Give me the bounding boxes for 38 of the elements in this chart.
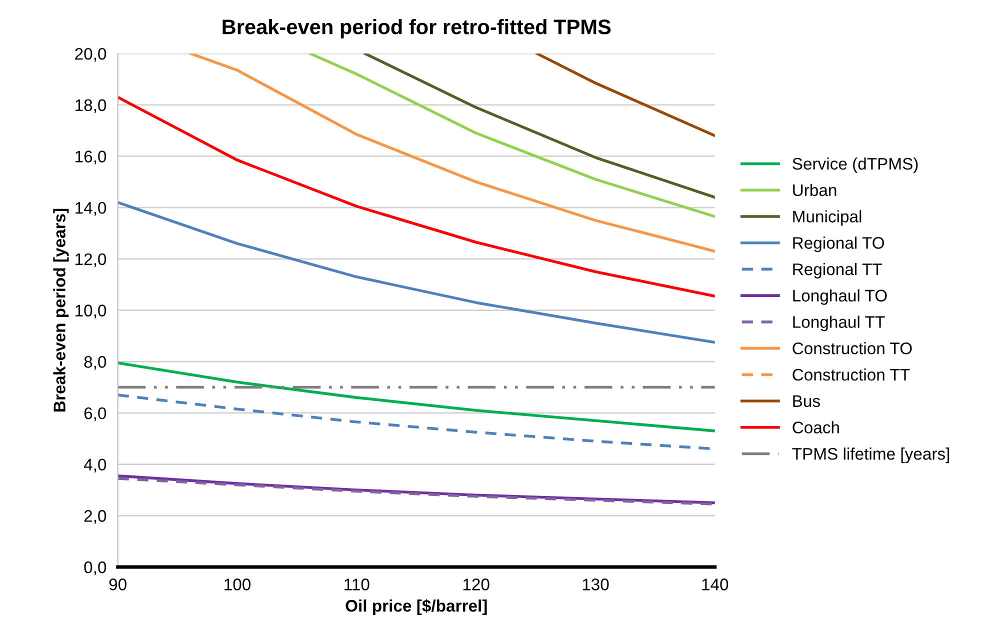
legend-label: Longhaul TO (793, 289, 887, 305)
line-series (118, 201, 715, 344)
legend-label: Service (dTPMS) (792, 157, 918, 173)
y-tick-label: 16,0 (76, 150, 106, 164)
legend-label: TPMS lifetime [years] (792, 448, 950, 464)
line-series (118, 96, 715, 298)
x-tick-label: 130 (582, 578, 609, 590)
legend-label: Construction TO (792, 342, 912, 354)
y-tick-label: 12,0 (76, 253, 106, 268)
legend-label: Coach (792, 421, 839, 434)
x-tick-label: 120 (463, 578, 490, 590)
line-series (364, 54, 715, 199)
line-series (118, 362, 715, 432)
x-tick-label: 90 (109, 578, 126, 590)
legend-label: Longhaul TT (793, 316, 885, 332)
y-tick-label: 6,0 (84, 407, 106, 422)
x-tick-label: 110 (344, 578, 370, 590)
y-tick-label: 4,0 (84, 458, 106, 472)
legend-label: Municipal (793, 210, 862, 226)
x-axis-title: Oil price [$/barrel] (346, 599, 487, 616)
y-tick-label: 20,0 (75, 48, 106, 62)
x-tick-label: 140 (702, 578, 728, 590)
y-tick-label: 2,0 (84, 510, 106, 524)
legend-label: Construction TT (792, 368, 910, 381)
chart-title: Break-even period for retro-fitted TPMS (222, 19, 611, 38)
y-tick-label: 8,0 (84, 356, 106, 370)
y-tick-label: 0,0 (84, 561, 106, 576)
y-tick-label: 10,0 (76, 304, 106, 318)
y-axis-title: Break-even period [years] (53, 208, 69, 412)
y-tick-label: 18,0 (76, 99, 106, 114)
line-series (189, 54, 715, 253)
y-tick-label: 14,0 (76, 202, 106, 216)
x-tick-label: 100 (224, 578, 251, 590)
legend-label: Regional TT (793, 262, 882, 278)
legend-label: Urban (793, 184, 836, 196)
legend-label: Bus (793, 395, 820, 408)
line-series (308, 54, 715, 218)
legend-label: Regional TO (793, 236, 884, 252)
